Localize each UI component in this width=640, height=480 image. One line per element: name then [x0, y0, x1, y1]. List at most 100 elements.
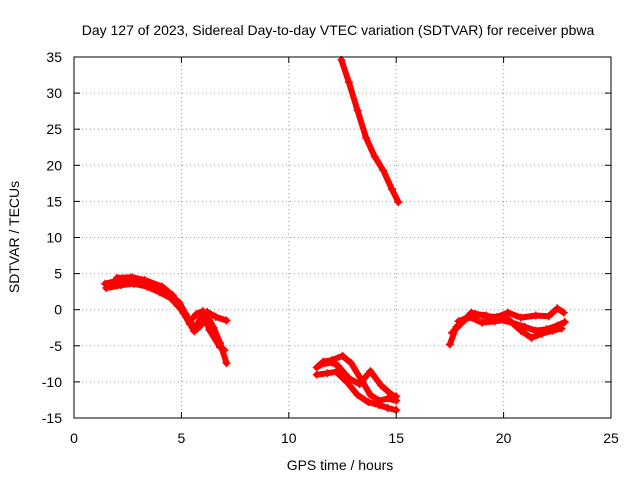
data-point: [557, 324, 566, 333]
data-point: [338, 351, 347, 360]
data-point: [478, 318, 487, 327]
y-tick-label: 5: [54, 266, 62, 282]
data-point: [205, 325, 214, 334]
data-point: [312, 370, 321, 379]
data-point: [527, 333, 536, 342]
data-point: [155, 288, 164, 297]
data-point: [445, 340, 454, 349]
series-trace-1c: [112, 273, 229, 355]
y-tick-label: 15: [46, 193, 62, 209]
data-point: [168, 291, 177, 300]
series-trace-3: [337, 55, 403, 207]
x-axis-title: GPS time / hours: [287, 457, 394, 473]
data-point: [317, 360, 326, 369]
data-point: [198, 307, 207, 316]
data-point: [222, 316, 231, 325]
y-tick-label: 25: [46, 121, 62, 137]
data-point: [362, 133, 371, 142]
x-tick-label: 5: [178, 430, 186, 446]
data-point: [503, 315, 512, 324]
data-point: [375, 401, 384, 410]
data-point: [364, 398, 373, 407]
data-point: [379, 166, 388, 175]
data-point: [521, 323, 530, 332]
data-point: [392, 392, 401, 401]
data-point: [102, 284, 111, 293]
data-point: [544, 312, 553, 321]
y-tick-label: -5: [50, 338, 63, 354]
data-point: [387, 185, 396, 194]
data-point: [344, 374, 353, 383]
data-point: [448, 328, 457, 337]
data-point: [112, 273, 121, 282]
data-point: [312, 363, 321, 372]
data-point: [531, 311, 540, 320]
data-point: [353, 390, 362, 399]
data-point: [190, 327, 199, 336]
data-point: [366, 367, 375, 376]
x-tick-label: 20: [496, 430, 512, 446]
data-point: [454, 317, 463, 326]
data-point: [220, 346, 229, 355]
y-tick-label: 35: [46, 49, 62, 65]
data-point: [323, 369, 332, 378]
series-line: [455, 313, 565, 341]
y-tick-label: -10: [42, 374, 62, 390]
data-point: [130, 279, 139, 288]
series-trace-4c: [454, 312, 566, 342]
data-point: [370, 152, 379, 161]
series-trace-2c: [317, 358, 401, 401]
data-point: [158, 282, 167, 291]
data-point: [334, 362, 343, 371]
y-tick-label: 20: [46, 157, 62, 173]
data-point: [383, 403, 392, 412]
series-line: [338, 56, 402, 206]
y-tick-label: 30: [46, 85, 62, 101]
data-point: [560, 317, 569, 326]
data-point: [553, 304, 562, 313]
chart-title: Day 127 of 2023, Sidereal Day-to-day VTE…: [82, 22, 595, 38]
y-axis-title: SDTVAR / TECUs: [6, 181, 22, 293]
series-trace-2b: [312, 367, 401, 415]
data-point: [211, 312, 220, 321]
x-tick-label: 10: [281, 430, 297, 446]
data-point: [465, 312, 474, 321]
data-point: [327, 358, 336, 367]
x-tick-label: 15: [388, 430, 404, 446]
data-point: [516, 313, 525, 322]
data-point: [117, 281, 126, 290]
data-point: [127, 273, 136, 282]
data-point: [192, 310, 201, 319]
grid: [74, 57, 611, 418]
x-tick-label: 0: [70, 430, 78, 446]
data-point: [516, 326, 525, 335]
data-point: [347, 359, 356, 368]
data-point: [196, 321, 205, 330]
data-point: [353, 106, 362, 115]
data-point: [344, 78, 353, 87]
data-point: [355, 380, 364, 389]
y-tick-label: -15: [42, 410, 62, 426]
data-point: [394, 198, 403, 207]
data-point: [538, 329, 547, 338]
data-point: [480, 312, 489, 321]
data-point: [491, 317, 500, 326]
x-tick-label: 25: [603, 430, 619, 446]
data-point: [387, 390, 396, 399]
data-point: [366, 390, 375, 399]
axis-ticks: 0 5 10 15 20 25 -15 -10 -5 0 5 10 15 20 25 30 35: [42, 49, 619, 446]
data-point: [216, 343, 225, 352]
y-tick-label: 0: [54, 302, 62, 318]
data-series: [101, 55, 569, 415]
data-point: [140, 276, 149, 285]
data-point: [222, 359, 231, 368]
data-point: [559, 308, 568, 317]
data-point: [179, 309, 188, 318]
y-tick-label: 10: [46, 230, 62, 246]
data-point: [383, 394, 392, 403]
data-point: [377, 381, 386, 390]
data-point: [185, 317, 194, 326]
data-point: [549, 326, 558, 335]
data-point: [332, 367, 341, 376]
